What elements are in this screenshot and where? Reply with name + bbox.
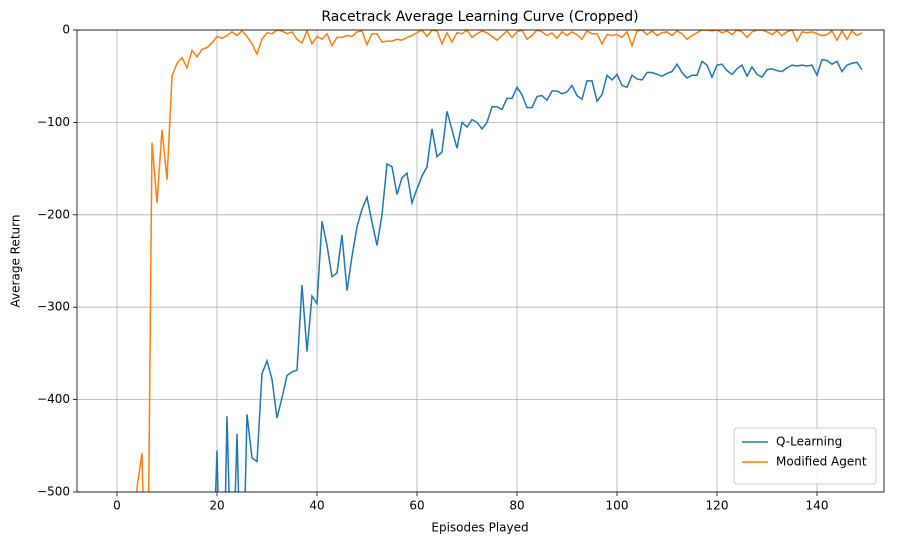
y-tick-label: −200 [37,207,70,221]
x-tick-label: 20 [209,499,224,513]
y-axis-label: Average Return [9,215,23,308]
chart-title: Racetrack Average Learning Curve (Croppe… [321,9,638,25]
x-tick-label: 140 [806,499,829,513]
x-tick-label: 0 [113,499,121,513]
x-axis-label: Episodes Played [431,521,528,535]
line-series [214,58,863,492]
legend-box [733,427,877,485]
x-tick-label: 120 [706,499,729,513]
x-tick-label: 80 [509,499,524,513]
x-tick-label: 60 [409,499,424,513]
y-tick-label: −300 [37,300,70,314]
y-tick-label: −500 [37,485,70,499]
x-tick-label: 40 [309,499,324,513]
legend-label: Q-Learning [776,435,842,449]
y-tick-label: 0 [62,23,70,37]
y-tick-label: −100 [37,115,70,129]
x-tick-label: 100 [606,499,629,513]
plot-frame [76,29,885,493]
y-tick-label: −400 [37,392,70,406]
legend-label: Modified Agent [776,455,867,469]
